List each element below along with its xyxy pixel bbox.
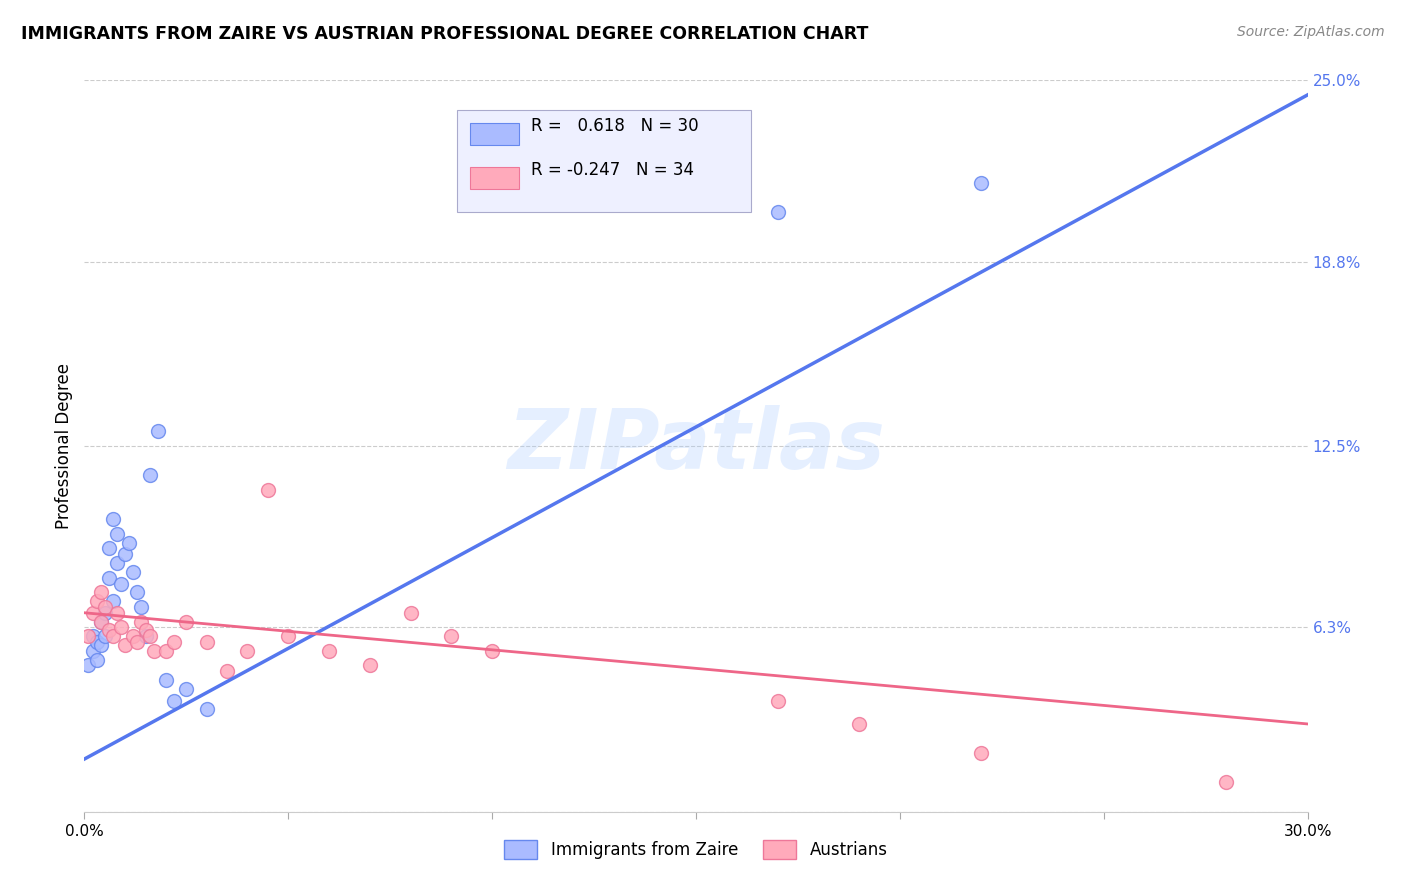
Point bbox=[77, 658, 100, 673]
Point bbox=[122, 565, 145, 579]
Point bbox=[131, 615, 153, 629]
Point bbox=[1215, 775, 1237, 789]
Point bbox=[155, 644, 177, 658]
Point bbox=[93, 629, 115, 643]
Point bbox=[105, 606, 128, 620]
Text: Source: ZipAtlas.com: Source: ZipAtlas.com bbox=[1237, 25, 1385, 39]
Point bbox=[155, 673, 177, 687]
Point bbox=[93, 599, 115, 614]
Bar bbox=[470, 167, 519, 188]
Point bbox=[970, 746, 993, 760]
Point bbox=[90, 615, 112, 629]
Point bbox=[399, 606, 422, 620]
Point bbox=[122, 629, 145, 643]
Point bbox=[90, 615, 112, 629]
Point bbox=[174, 615, 197, 629]
Point bbox=[138, 468, 160, 483]
Point bbox=[101, 629, 124, 643]
Point bbox=[174, 681, 197, 696]
Point bbox=[93, 606, 115, 620]
Point bbox=[86, 652, 108, 666]
Point bbox=[86, 635, 108, 649]
Point bbox=[217, 665, 239, 679]
Point bbox=[195, 635, 218, 649]
Point bbox=[131, 599, 153, 614]
Text: ZIPatlas: ZIPatlas bbox=[508, 406, 884, 486]
Point bbox=[236, 644, 259, 658]
Point bbox=[77, 629, 100, 643]
Point bbox=[110, 620, 132, 634]
Point bbox=[127, 635, 149, 649]
Point bbox=[101, 512, 124, 526]
Point bbox=[86, 594, 108, 608]
Point bbox=[142, 644, 165, 658]
Text: R =   0.618   N = 30: R = 0.618 N = 30 bbox=[531, 117, 699, 135]
Point bbox=[135, 624, 157, 638]
Text: IMMIGRANTS FROM ZAIRE VS AUSTRIAN PROFESSIONAL DEGREE CORRELATION CHART: IMMIGRANTS FROM ZAIRE VS AUSTRIAN PROFES… bbox=[21, 25, 869, 43]
Point bbox=[766, 693, 789, 707]
Text: R = -0.247   N = 34: R = -0.247 N = 34 bbox=[531, 161, 693, 178]
Point bbox=[359, 658, 381, 673]
Point bbox=[82, 606, 104, 620]
Bar bbox=[470, 123, 519, 145]
FancyBboxPatch shape bbox=[457, 110, 751, 212]
Point bbox=[82, 644, 104, 658]
Point bbox=[97, 571, 120, 585]
Point bbox=[277, 629, 299, 643]
Point bbox=[257, 483, 280, 497]
Point bbox=[163, 635, 186, 649]
Point bbox=[110, 576, 132, 591]
Point bbox=[114, 547, 136, 561]
Point bbox=[138, 629, 160, 643]
Point bbox=[135, 629, 157, 643]
Point bbox=[82, 629, 104, 643]
Point bbox=[766, 205, 789, 219]
Point bbox=[163, 693, 186, 707]
Point bbox=[105, 556, 128, 570]
Point bbox=[848, 717, 870, 731]
Legend: Immigrants from Zaire, Austrians: Immigrants from Zaire, Austrians bbox=[498, 833, 894, 865]
Y-axis label: Professional Degree: Professional Degree bbox=[55, 363, 73, 529]
Point bbox=[97, 541, 120, 556]
Point bbox=[481, 644, 503, 658]
Point bbox=[90, 585, 112, 599]
Point bbox=[101, 594, 124, 608]
Point bbox=[127, 585, 149, 599]
Point bbox=[105, 526, 128, 541]
Point bbox=[440, 629, 463, 643]
Point bbox=[195, 702, 218, 716]
Point bbox=[90, 638, 112, 652]
Point bbox=[970, 176, 993, 190]
Point bbox=[146, 425, 169, 439]
Point bbox=[97, 624, 120, 638]
Point bbox=[318, 644, 340, 658]
Point bbox=[118, 535, 141, 549]
Point bbox=[114, 638, 136, 652]
